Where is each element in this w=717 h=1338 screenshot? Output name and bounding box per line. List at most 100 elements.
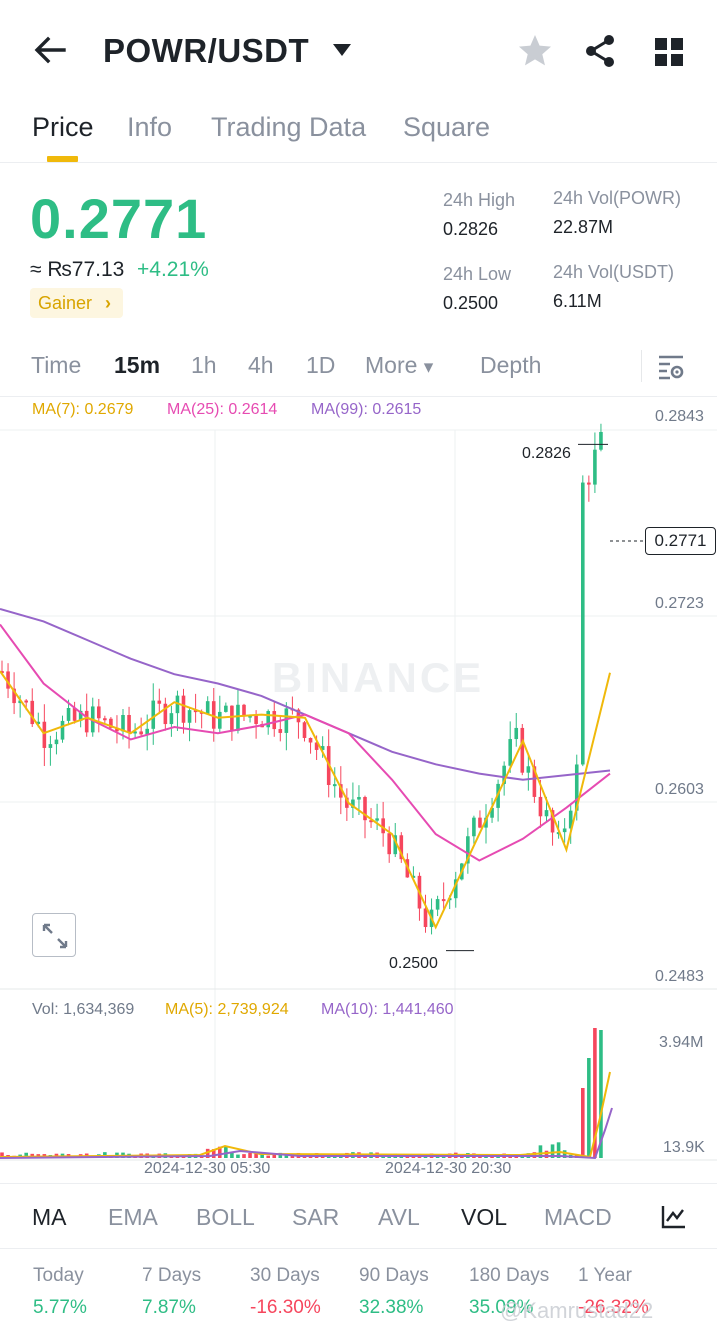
candles [0, 423, 603, 935]
timeframe-4h[interactable]: 4h [248, 352, 274, 378]
volume-ma10-legend: MA(10): 1,441,460 [321, 1001, 454, 1018]
tab-square[interactable]: Square [403, 112, 491, 142]
gainer-badge-label: Gainer [38, 293, 93, 313]
timeframe-depth[interactable]: Depth [480, 352, 542, 378]
candle-body [357, 797, 361, 800]
chart-grid [0, 429, 717, 1161]
perf-1y-value: -26.32% [578, 1297, 649, 1318]
volume-bar [254, 1153, 258, 1158]
volume-bar [587, 1058, 591, 1158]
volume-bar [211, 1149, 216, 1158]
timeframe-more[interactable]: More ▾ [365, 352, 433, 379]
volume-bar [593, 1028, 597, 1158]
candle-body [163, 703, 168, 725]
candle-body [139, 731, 143, 735]
divider [0, 396, 717, 397]
perf-90d-label: 90 Days [359, 1265, 429, 1286]
candle-body [242, 704, 246, 716]
candle-body [103, 718, 107, 721]
star-icon[interactable] [517, 33, 553, 69]
tab-info[interactable]: Info [127, 112, 173, 142]
volume-bar [290, 1155, 295, 1158]
timeframe-15m[interactable]: 15m [114, 352, 161, 378]
perf-180d-label: 180 Days [469, 1265, 550, 1286]
candle-body [375, 818, 379, 821]
stat-24h-high-label: 24h High [443, 190, 516, 210]
indicator-vol[interactable]: VOL [461, 1204, 508, 1230]
indicator-avl[interactable]: AVL [378, 1204, 420, 1230]
tab-trading-data[interactable]: Trading Data [211, 112, 367, 142]
candle-body [224, 705, 228, 712]
fiat-price: ≈ ₨77.13 [30, 258, 125, 281]
volume-bar [538, 1145, 543, 1158]
indicator-ema[interactable]: EMA [108, 1204, 158, 1230]
volume-ma5-legend: MA(5): 2,739,924 [165, 1001, 289, 1018]
candle-body [502, 765, 506, 784]
volume-bar [562, 1150, 567, 1158]
grid-icon[interactable] [652, 35, 686, 69]
volume-bar [272, 1154, 277, 1158]
candle-body [538, 796, 543, 817]
candle-body [381, 818, 385, 834]
candle-body [30, 700, 35, 725]
back-arrow-icon[interactable] [30, 30, 70, 70]
candle-body [151, 700, 156, 729]
gainer-badge[interactable]: Gainer › [30, 288, 124, 318]
candle-body [157, 700, 162, 704]
candle-body [84, 710, 89, 733]
candle-body [133, 731, 137, 734]
last-price: 0.2771 [30, 187, 208, 250]
stat-24h-vol-quote-label: 24h Vol(USDT) [553, 262, 675, 282]
candle-body [508, 739, 512, 766]
caret-down-icon[interactable] [332, 42, 352, 58]
x-tick: 2024-12-30 20:30 [385, 1160, 512, 1177]
candle-body [121, 714, 125, 732]
volume-ma10-line [0, 1107, 613, 1160]
timeframe-1h[interactable]: 1h [191, 352, 217, 378]
chevron-right-icon: › [105, 293, 112, 313]
price-markers [446, 443, 645, 952]
indicator-settings-icon[interactable] [660, 1204, 686, 1230]
indicator-boll[interactable]: BOLL [196, 1204, 255, 1230]
candle-body [351, 799, 355, 808]
candle-body [127, 714, 131, 733]
volume-bar [544, 1150, 549, 1158]
candle-body [332, 784, 337, 787]
candle-body [363, 797, 367, 821]
candle-body [24, 700, 28, 703]
candle-body [369, 820, 373, 823]
candle-body [387, 833, 391, 855]
stat-24h-vol-base-label: 24h Vol(POWR) [553, 188, 682, 208]
candle-body [399, 835, 404, 860]
share-icon[interactable] [582, 33, 618, 69]
volume-bars [0, 1028, 603, 1158]
volume-ma5-line [0, 1071, 611, 1159]
pair-title[interactable]: POWR/USDT [103, 32, 310, 69]
perf-30d-value: -16.30% [250, 1297, 321, 1318]
candle-body [169, 713, 174, 725]
candle-body [574, 764, 579, 811]
indicator-ma[interactable]: MA [32, 1204, 67, 1230]
candle-body [532, 766, 537, 797]
chart-settings-icon[interactable] [656, 352, 686, 382]
candle-body [278, 729, 283, 733]
divider [0, 162, 717, 163]
candle-body [284, 708, 289, 733]
perf-90d-value: 32.38% [359, 1297, 424, 1318]
indicator-macd[interactable]: MACD [544, 1204, 612, 1230]
candlestick-chart[interactable]: BINANCE [0, 396, 717, 1186]
candle-body [211, 701, 216, 729]
timeframe-time[interactable]: Time [31, 352, 82, 378]
expand-chart-button[interactable] [32, 913, 76, 957]
y-tick: 0.2483 [655, 968, 704, 985]
volume-bar [224, 1146, 228, 1158]
indicator-sar[interactable]: SAR [292, 1204, 340, 1230]
volume-tick: 3.94M [659, 1034, 704, 1051]
candle-body [393, 835, 398, 855]
candle-body [272, 711, 277, 730]
user-watermark: @Kamrustad22 [500, 1298, 654, 1323]
timeframe-1d[interactable]: 1D [306, 352, 336, 378]
header-bar: POWR/USDT [0, 0, 717, 100]
volume-bar [0, 1152, 4, 1158]
tab-price[interactable]: Price [32, 112, 94, 142]
